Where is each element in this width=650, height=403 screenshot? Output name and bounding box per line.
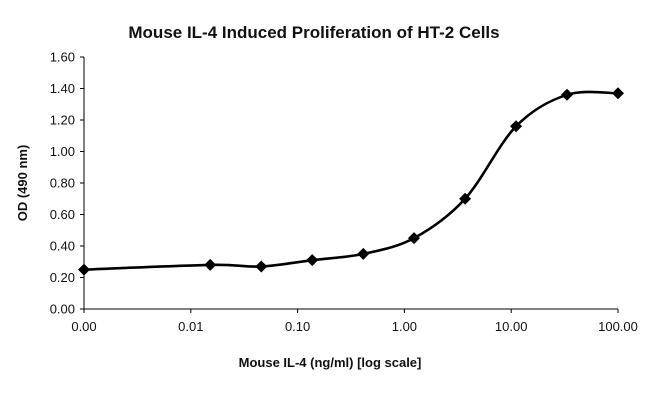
data-point-marker	[78, 263, 90, 276]
x-tick-label: 0.00	[71, 319, 96, 334]
axes: 0.00 0.20 0.40 0.60 0.80 1.00 1.20 1.40 1.60 0.00…	[50, 50, 638, 335]
y-axis-label: OD (490 nm)	[15, 145, 30, 222]
y-tick-label: 1.20	[50, 113, 75, 128]
data-point-marker	[459, 192, 472, 205]
y-tick-label: 1.60	[50, 50, 75, 65]
data-point-marker	[255, 260, 268, 273]
x-tick-label: 0.01	[178, 319, 203, 334]
x-axis-label: Mouse IL-4 (ng/ml) [log scale]	[239, 355, 422, 370]
x-tick-label: 100.00	[598, 319, 638, 334]
y-tick-label: 0.20	[50, 270, 75, 285]
data-point-marker	[306, 254, 319, 267]
y-tick-label: 0.40	[50, 239, 75, 254]
data-point-marker	[612, 87, 624, 100]
data-point-marker	[560, 88, 573, 101]
y-tick-label: 0.80	[50, 176, 75, 191]
data-point-marker	[408, 232, 421, 245]
data-point-marker	[204, 258, 217, 271]
x-tick-label: 1.00	[392, 319, 417, 334]
y-tick-label: 0.00	[50, 302, 75, 317]
y-tick-label: 1.00	[50, 144, 75, 159]
plot-area	[78, 87, 624, 276]
chart-title: Mouse IL-4 Induced Proliferation of HT-2…	[128, 23, 499, 42]
y-tick-label: 0.60	[50, 207, 75, 222]
data-point-marker	[510, 120, 523, 133]
y-tick-label: 1.40	[50, 81, 75, 96]
x-tick-label: 10.00	[495, 319, 528, 334]
x-tick-label: 0.10	[285, 319, 310, 334]
series-line	[83, 90, 619, 271]
data-point-marker	[357, 247, 370, 260]
